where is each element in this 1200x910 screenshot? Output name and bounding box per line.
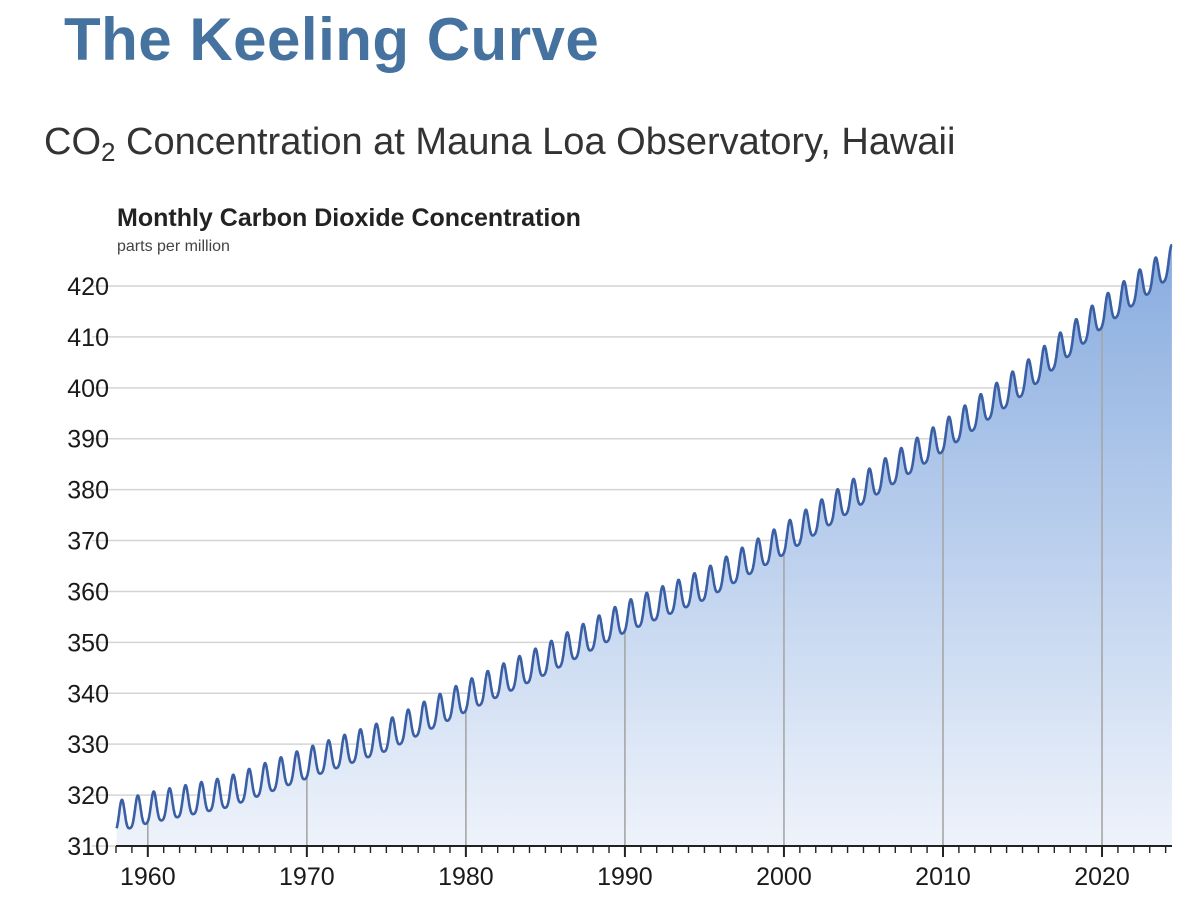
x-tick-label-2020: 2020 — [1074, 863, 1130, 891]
x-tick-label-1970: 1970 — [279, 863, 335, 891]
x-tick-label-2000: 2000 — [756, 863, 812, 891]
x-tick-label-2010: 2010 — [915, 863, 971, 891]
y-tick-label-390: 390 — [67, 426, 109, 454]
x-tick-label-1980: 1980 — [438, 863, 494, 891]
subtitle-subscript: 2 — [101, 137, 116, 167]
y-tick-label-380: 380 — [67, 477, 109, 505]
co2-area-fill — [116, 245, 1172, 846]
subtitle-suffix: Concentration at Mauna Loa Observatory, … — [115, 121, 956, 163]
y-tick-label-310: 310 — [67, 833, 109, 861]
axis-layer — [115, 845, 1172, 857]
y-tick-label-360: 360 — [67, 578, 109, 606]
y-tick-label-330: 330 — [67, 731, 109, 759]
y-tick-label-340: 340 — [67, 680, 109, 708]
y-tick-labels: 310 320 330 340 350 360 370 380 390 400 410 420 — [67, 273, 109, 861]
y-tick-label-320: 320 — [67, 782, 109, 810]
area-layer — [116, 245, 1172, 846]
chart-title: Monthly Carbon Dioxide Concentration — [117, 204, 581, 232]
y-tick-label-350: 350 — [67, 629, 109, 657]
y-tick-label-410: 410 — [67, 324, 109, 352]
line-layer — [115, 243, 1173, 830]
page-subtitle: CO2 Concentration at Mauna Loa Observato… — [44, 118, 955, 166]
y-tick-label-400: 400 — [67, 375, 109, 403]
subtitle-prefix: CO — [44, 121, 101, 163]
co2-series-line — [115, 243, 1173, 830]
y-tick-label-370: 370 — [67, 528, 109, 556]
y-tick-label-420: 420 — [67, 273, 109, 301]
x-tick-labels: 1960 1970 1980 1990 2000 2010 2020 — [120, 863, 1130, 891]
chart-units-label: parts per million — [117, 238, 230, 255]
page-title: The Keeling Curve — [64, 6, 600, 73]
x-tick-label-1960: 1960 — [120, 863, 176, 891]
x-tick-label-1990: 1990 — [597, 863, 653, 891]
